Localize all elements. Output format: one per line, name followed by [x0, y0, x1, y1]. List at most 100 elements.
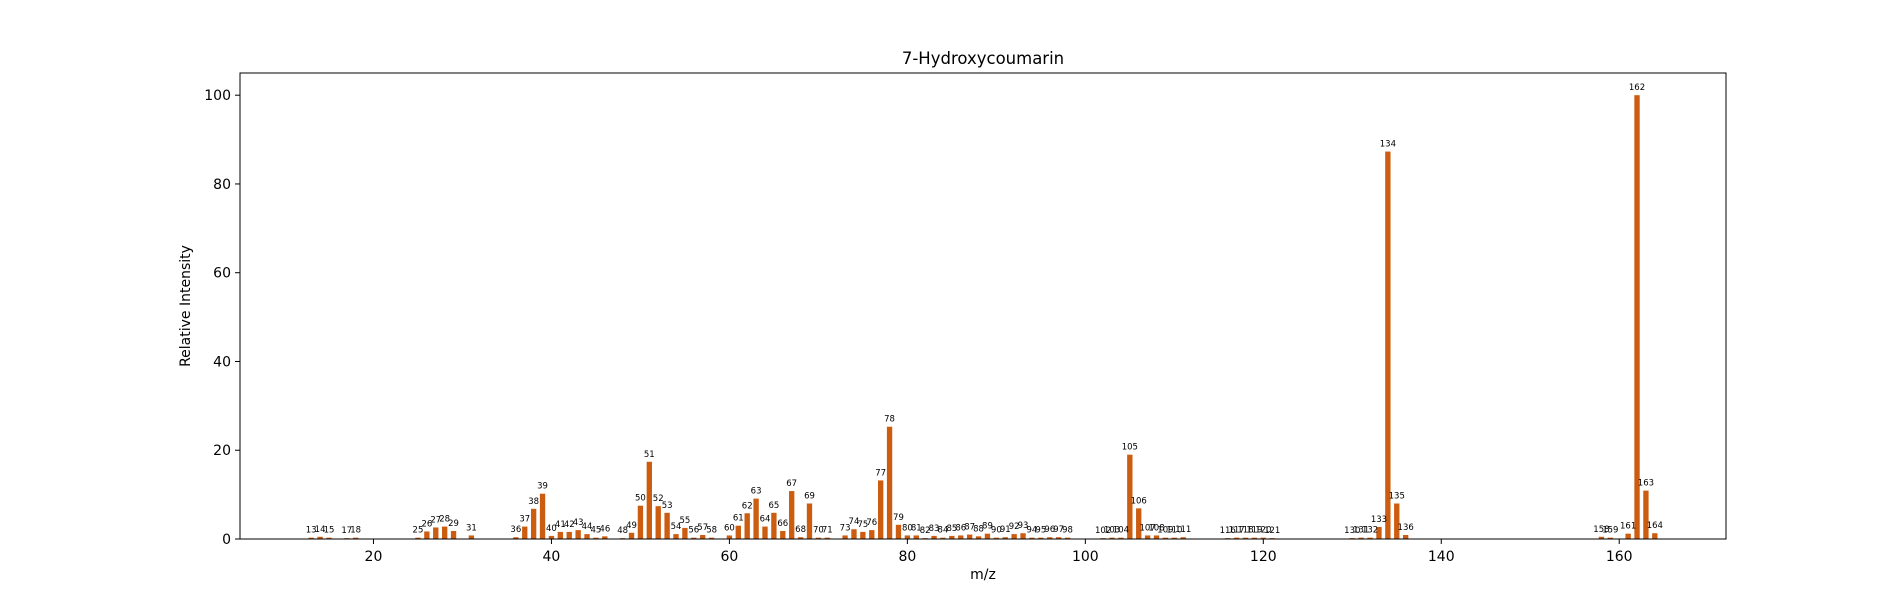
x-tick-label: 20 [365, 549, 383, 565]
data-label-mz-42: 42 [564, 520, 575, 530]
data-label-mz-81: 81 [911, 523, 922, 533]
y-axis-label: Relative Intensity [178, 245, 194, 367]
bar-mz-54 [673, 534, 679, 539]
x-tick-label: 140 [1428, 549, 1455, 565]
data-label-mz-102: 102 [1095, 526, 1111, 536]
bar-mz-41 [557, 531, 564, 539]
data-label-mz-162: 162 [1629, 83, 1645, 93]
bar-mz-89 [984, 533, 991, 539]
data-label-mz-83: 83 [929, 524, 940, 534]
bar-mz-83 [931, 535, 937, 539]
bar-mz-107 [1144, 535, 1151, 539]
data-label-mz-106: 106 [1131, 496, 1147, 506]
plot-frame [239, 72, 1727, 540]
bar-mz-53 [664, 512, 670, 539]
data-label-mz-74: 74 [849, 517, 860, 527]
data-label-mz-26: 26 [421, 519, 432, 529]
bar-mz-98 [1064, 537, 1071, 539]
data-label-mz-51: 51 [644, 450, 655, 460]
data-label-mz-107: 107 [1139, 523, 1155, 533]
data-label-mz-28: 28 [439, 515, 450, 525]
bar-mz-36 [513, 537, 519, 539]
data-label-mz-110: 110 [1166, 526, 1182, 536]
data-label-mz-43: 43 [573, 518, 584, 528]
bar-mz-79 [895, 524, 902, 539]
data-label-mz-136: 136 [1398, 523, 1414, 533]
data-label-mz-117: 117 [1228, 526, 1244, 536]
data-label-mz-94: 94 [1027, 526, 1038, 536]
bar-mz-91 [1002, 537, 1008, 539]
bar-mz-92 [1011, 534, 1017, 539]
data-label-mz-85: 85 [946, 524, 957, 534]
data-label-mz-41: 41 [555, 520, 566, 530]
bar-mz-159 [1607, 537, 1613, 539]
data-label-mz-116: 116 [1220, 526, 1236, 536]
bar-mz-52 [655, 506, 661, 539]
data-label-mz-87: 87 [964, 523, 975, 533]
bar-mz-77 [878, 480, 884, 539]
data-label-mz-158: 158 [1593, 525, 1609, 535]
bar-mz-29 [450, 531, 457, 539]
y-tick-label: 80 [213, 177, 231, 193]
y-tick-label: 100 [204, 88, 231, 104]
bar-mz-90 [993, 537, 1000, 539]
bar-mz-15 [326, 537, 332, 539]
data-label-mz-55: 55 [679, 516, 690, 526]
bar-mz-56 [691, 537, 697, 539]
data-label-mz-56: 56 [688, 526, 699, 536]
data-label-mz-104: 104 [1113, 526, 1129, 536]
data-label-mz-71: 71 [822, 526, 833, 536]
bar-mz-94 [1029, 537, 1035, 539]
bar-mz-38 [530, 508, 537, 539]
x-tick-label: 160 [1606, 549, 1633, 565]
data-label-mz-53: 53 [662, 501, 673, 511]
data-label-mz-121: 121 [1264, 526, 1280, 536]
bar-mz-75 [860, 531, 866, 539]
data-label-mz-163: 163 [1638, 479, 1654, 489]
data-label-mz-17: 17 [341, 526, 352, 536]
bar-mz-109 [1162, 537, 1169, 539]
data-label-mz-88: 88 [973, 524, 984, 534]
bar-mz-106 [1136, 508, 1142, 539]
bar-mz-164 [1652, 533, 1658, 539]
data-label-mz-52: 52 [653, 494, 664, 504]
data-label-mz-98: 98 [1062, 526, 1073, 536]
data-label-mz-96: 96 [1044, 525, 1055, 535]
data-label-mz-14: 14 [315, 525, 326, 535]
data-label-mz-36: 36 [510, 525, 521, 535]
bar-mz-55 [682, 527, 688, 539]
data-label-mz-37: 37 [519, 515, 530, 525]
bar-mz-44 [584, 534, 590, 539]
data-label-mz-45: 45 [591, 526, 602, 536]
bar-mz-28 [441, 526, 448, 539]
bar-mz-81 [913, 535, 919, 539]
bar-mz-71 [824, 537, 830, 539]
bar-mz-135 [1394, 503, 1400, 539]
data-label-mz-82: 82 [920, 526, 931, 536]
data-label-mz-105: 105 [1122, 443, 1138, 453]
data-label-mz-119: 119 [1246, 526, 1262, 536]
y-tick-label: 40 [213, 354, 231, 370]
data-label-mz-63: 63 [751, 487, 762, 497]
data-label-mz-135: 135 [1389, 491, 1405, 501]
bar-mz-162 [1634, 95, 1640, 539]
bar-mz-18 [353, 537, 359, 539]
data-label-mz-58: 58 [706, 526, 717, 536]
data-label-mz-97: 97 [1053, 525, 1064, 535]
bar-mz-117 [1233, 537, 1240, 539]
bar-mz-14 [317, 536, 323, 539]
bar-mz-25 [415, 537, 421, 539]
data-label-mz-54: 54 [671, 522, 682, 532]
bar-mz-105 [1127, 454, 1133, 539]
data-label-mz-70: 70 [813, 526, 824, 536]
data-label-mz-95: 95 [1035, 526, 1046, 536]
data-label-mz-131: 131 [1353, 526, 1369, 536]
x-axis-label: m/z [970, 567, 996, 583]
data-label-mz-64: 64 [760, 515, 771, 525]
bar-mz-85 [949, 535, 955, 539]
data-label-mz-86: 86 [955, 523, 966, 533]
bar-mz-161 [1625, 533, 1631, 539]
x-axis-ticks: 20 40 60 80 100 120 140 160 [365, 539, 1633, 565]
